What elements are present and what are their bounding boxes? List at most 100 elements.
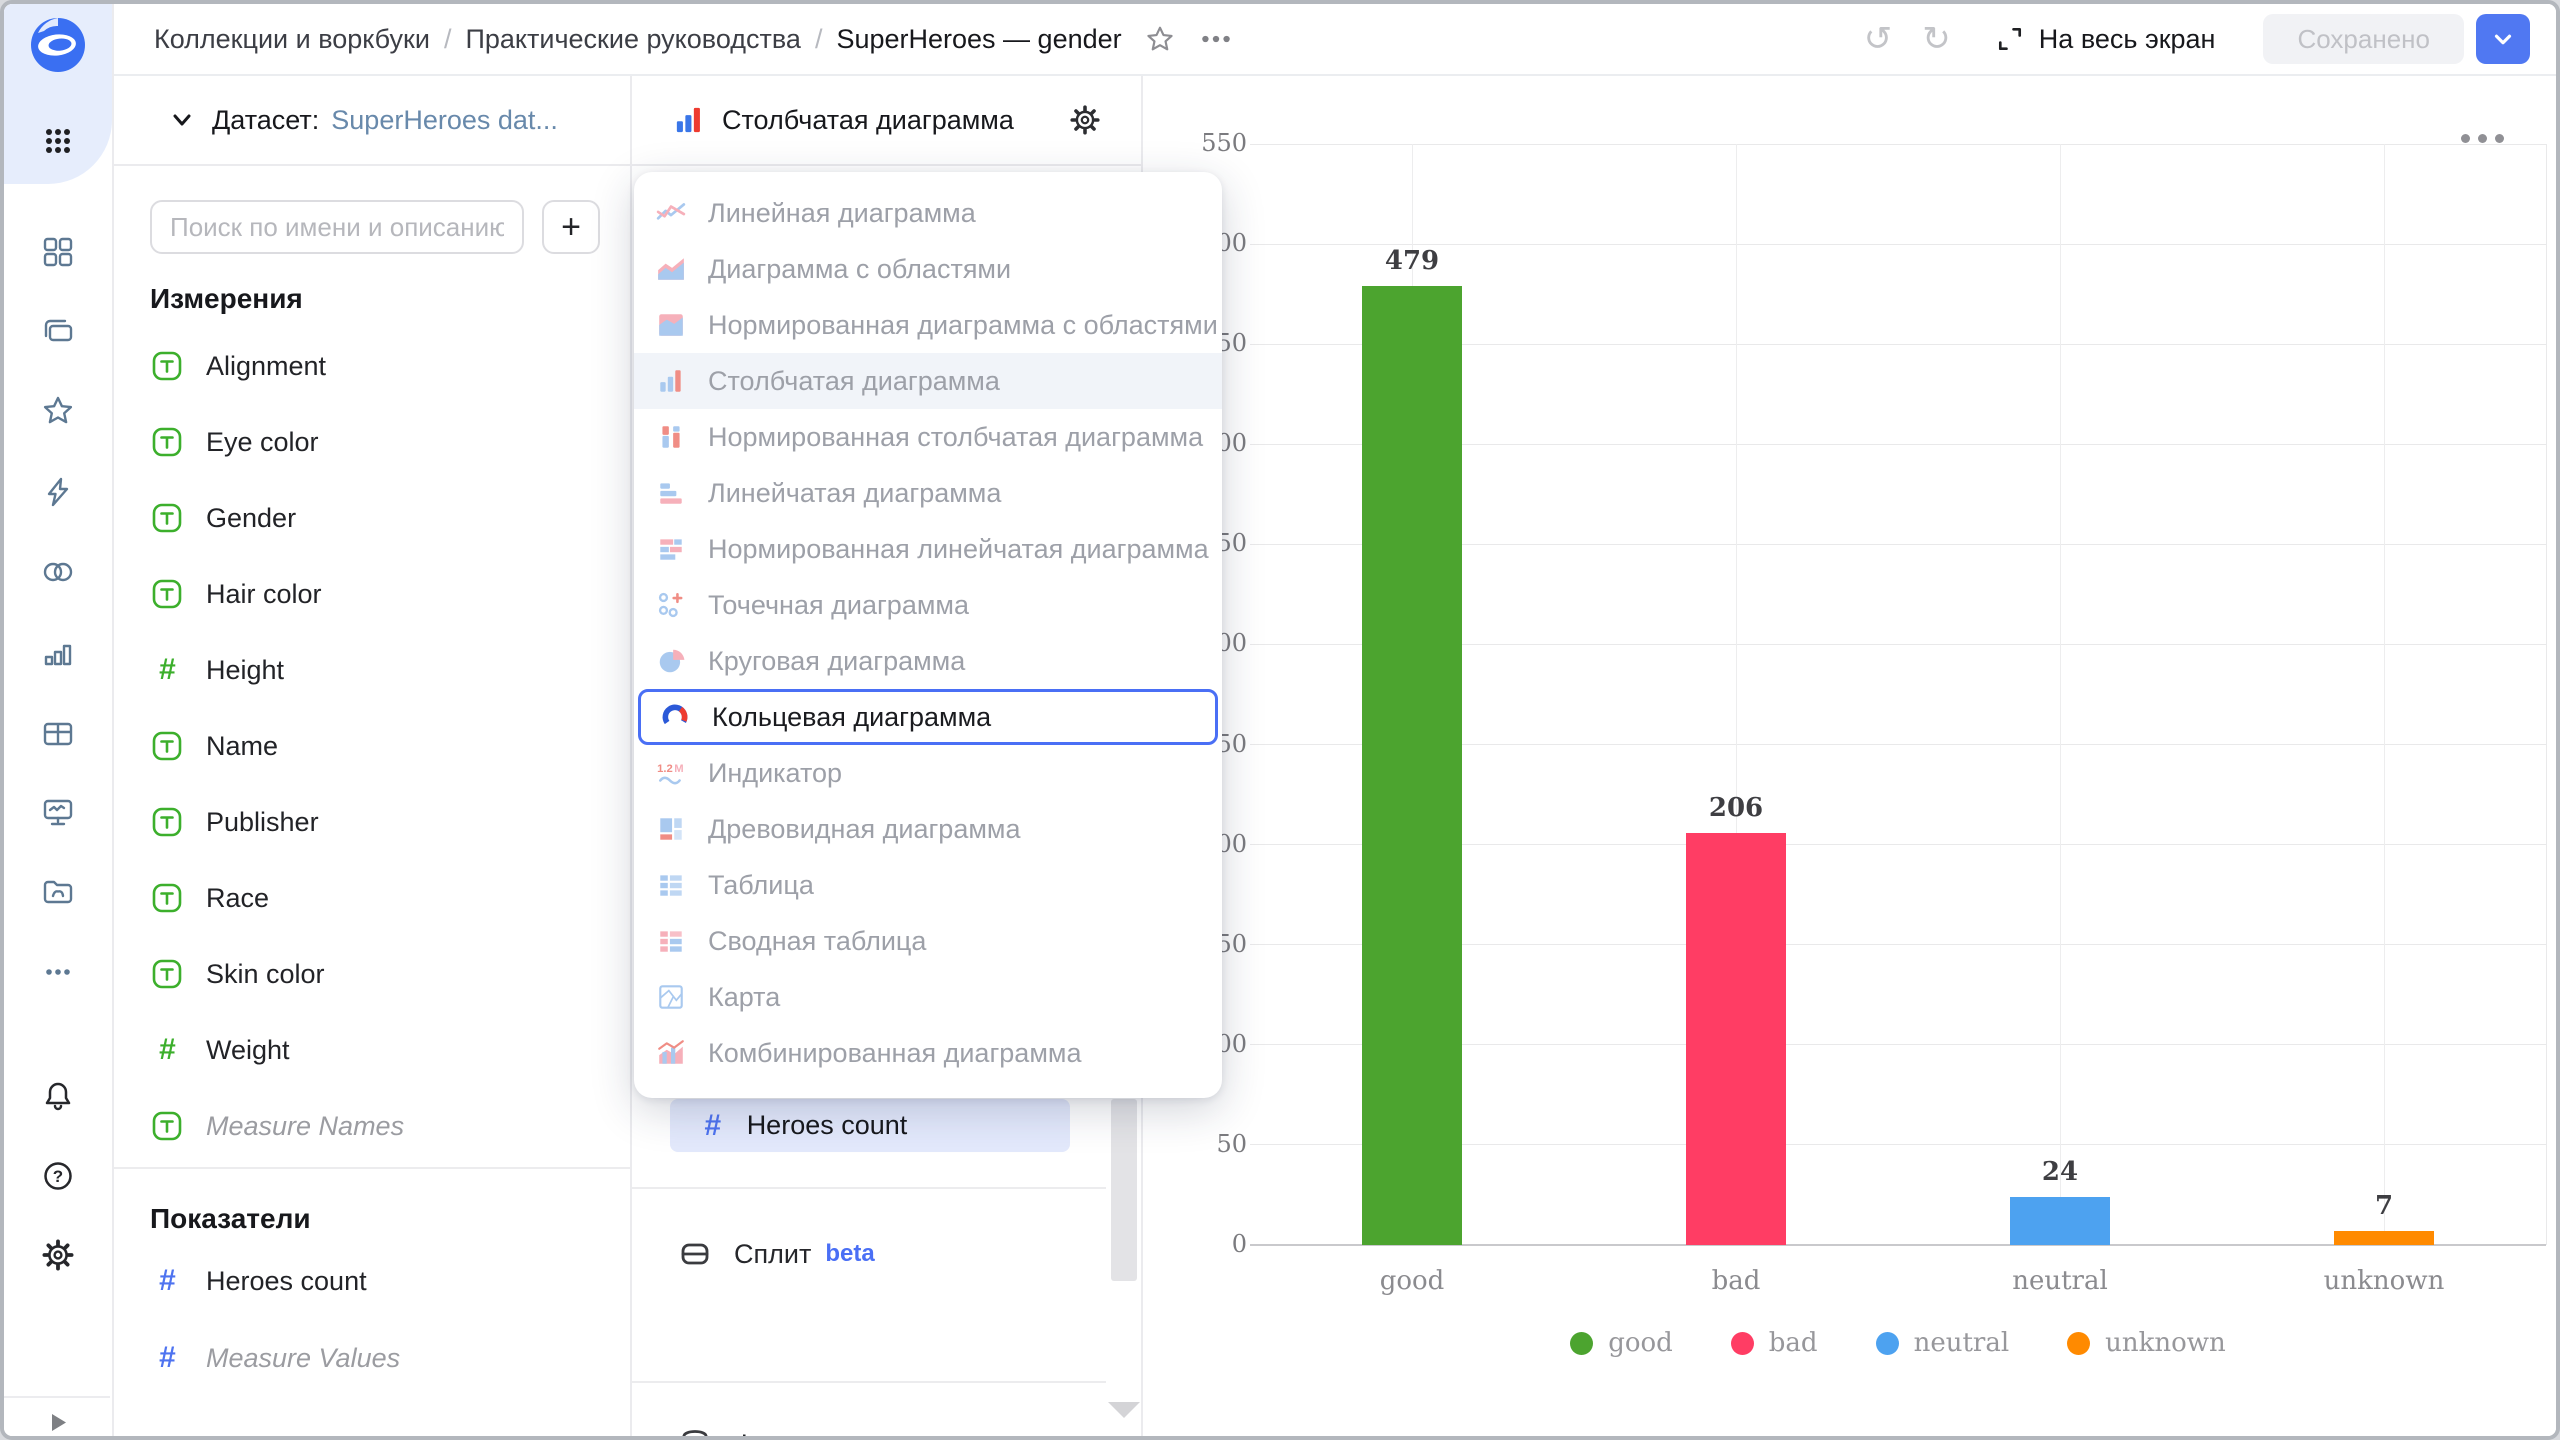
entry-more-icon[interactable]: [1198, 21, 1234, 57]
gridline-y: [1250, 1244, 2546, 1246]
field-height[interactable]: # Height: [150, 648, 284, 692]
menu-item-label: Кольцевая диаграмма: [712, 701, 992, 732]
monitoring-icon[interactable]: [41, 795, 75, 829]
workbooks-icon[interactable]: [41, 314, 75, 348]
legend-item-bad[interactable]: bad: [1730, 1328, 1818, 1358]
menu-item-label: Диаграмма с областями: [708, 253, 1012, 284]
bar-value-label: 24: [2041, 1156, 2079, 1187]
menu-item-column-100-chart[interactable]: Нормированная столбчатая диаграмма: [634, 409, 1222, 465]
gridline-y: [1250, 844, 2546, 846]
menu-item-donut-chart[interactable]: Кольцевая диаграмма: [638, 689, 1218, 745]
apps-grid-icon[interactable]: [41, 124, 75, 158]
relations-icon[interactable]: [41, 555, 75, 589]
fullscreen-label[interactable]: На весь экран: [2038, 23, 2216, 54]
field-hair-color[interactable]: Hair color: [150, 572, 322, 616]
field-heroes-count[interactable]: # Heroes count: [150, 1259, 367, 1303]
menu-item-area-chart[interactable]: Диаграмма с областями: [634, 241, 1222, 297]
gear-icon[interactable]: [41, 1238, 75, 1272]
number-field-icon: #: [158, 1341, 176, 1374]
help-icon[interactable]: ?: [41, 1159, 75, 1193]
scroll-down-arrow[interactable]: [1108, 1402, 1140, 1418]
dashboards-icon[interactable]: [41, 235, 75, 269]
menu-item-map[interactable]: Карта: [634, 969, 1222, 1025]
measure-chip-label: Heroes count: [746, 1110, 908, 1140]
field-name[interactable]: Name: [150, 724, 278, 768]
field-alignment[interactable]: Alignment: [150, 344, 326, 388]
field-weight[interactable]: # Weight: [150, 1028, 290, 1072]
split-section[interactable]: Сплит beta: [678, 1226, 875, 1282]
dataset-name-link[interactable]: SuperHeroes dat...: [331, 104, 558, 135]
save-dropdown-button[interactable]: [2476, 14, 2530, 64]
legend-dot-icon: [1570, 1331, 1594, 1355]
bell-icon[interactable]: [41, 1079, 75, 1113]
menu-item-pie-chart[interactable]: Круговая диаграмма: [634, 633, 1222, 689]
beta-badge: beta: [825, 1240, 875, 1267]
menu-item-combined-chart[interactable]: Комбинированная диаграмма: [634, 1025, 1222, 1081]
legend-item-good[interactable]: good: [1570, 1328, 1673, 1358]
flash-icon[interactable]: [41, 475, 75, 509]
field-label: Height: [206, 654, 285, 685]
menu-item-area-100-chart[interactable]: Нормированная диаграмма с областями: [634, 297, 1222, 353]
expand-icon[interactable]: [41, 1405, 75, 1436]
scrollbar-thumb[interactable]: [1111, 1099, 1137, 1281]
gridline-y: [1250, 744, 2546, 746]
bar-unknown[interactable]: [2334, 1230, 2434, 1245]
menu-item-line-chart[interactable]: Линейная диаграмма: [634, 185, 1222, 241]
field-label: Race: [206, 882, 270, 913]
menu-item-label: Сводная таблица: [708, 925, 927, 956]
menu-item-bar-chart[interactable]: Линейчатая диаграмма: [634, 465, 1222, 521]
chart-type-header[interactable]: Столбчатая диаграмма: [632, 76, 1141, 166]
menu-item-indicator[interactable]: 1.2 M Индикатор: [634, 745, 1222, 801]
bar-neutral[interactable]: [2010, 1196, 2110, 1245]
menu-item-pivot-table[interactable]: Сводная таблица: [634, 913, 1222, 969]
field-label: Heroes count: [206, 1265, 367, 1296]
line-chart-icon: [654, 198, 688, 228]
undo-icon[interactable]: ↺: [1863, 20, 1893, 58]
legend-label: good: [1608, 1328, 1673, 1358]
chart-settings-gear-icon[interactable]: [1069, 104, 1101, 136]
menu-item-treemap-chart[interactable]: Древовидная диаграмма: [634, 801, 1222, 857]
saved-button[interactable]: Сохранено: [2263, 14, 2464, 64]
field-publisher[interactable]: Publisher: [150, 800, 319, 844]
breadcrumb-guides[interactable]: Практические руководства: [465, 23, 801, 54]
legend-item-unknown[interactable]: unknown: [2067, 1328, 2226, 1358]
menu-item-column-chart[interactable]: Столбчатая диаграмма: [634, 353, 1222, 409]
field-measure-names[interactable]: Measure Names: [150, 1104, 404, 1148]
menu-item-label: Линейная диаграмма: [708, 197, 976, 228]
pie-chart-icon: [654, 646, 688, 676]
bar-good[interactable]: [1362, 286, 1462, 1245]
menu-item-table[interactable]: Таблица: [634, 857, 1222, 913]
chart-more-icon[interactable]: [2461, 134, 2504, 143]
field-label: Weight: [206, 1034, 290, 1065]
favorite-star-icon[interactable]: [1144, 23, 1176, 55]
legend-label: bad: [1768, 1328, 1818, 1358]
field-label: Alignment: [206, 350, 327, 381]
breadcrumb-collections[interactable]: Коллекции и воркбуки: [154, 23, 430, 54]
filters-section[interactable]: Фильтры: [678, 1416, 844, 1436]
menu-item-bar-100-chart[interactable]: Нормированная линейчатая диаграмма: [634, 521, 1222, 577]
field-eye-color[interactable]: Eye color: [150, 420, 319, 464]
menu-item-label: Древовидная диаграмма: [708, 813, 1021, 844]
column-chart-icon: [672, 103, 706, 137]
legend-item-neutral[interactable]: neutral: [1875, 1328, 2009, 1358]
fullscreen-icon[interactable]: [1995, 24, 2025, 54]
field-race[interactable]: Race: [150, 876, 269, 920]
storage-icon[interactable]: [41, 875, 75, 909]
redo-icon[interactable]: ↻: [1922, 20, 1951, 58]
search-input[interactable]: [150, 200, 524, 254]
field-gender[interactable]: Gender: [150, 496, 296, 540]
gridline-y: [1250, 1044, 2546, 1046]
tables-icon[interactable]: [41, 717, 75, 751]
datalens-logo[interactable]: [30, 17, 86, 73]
field-measure-values[interactable]: # Measure Values: [150, 1336, 400, 1380]
menu-item-scatter-chart[interactable]: Точечная диаграмма: [634, 577, 1222, 633]
field-skin-color[interactable]: Skin color: [150, 952, 325, 996]
measure-chip-heroes-count[interactable]: # Heroes count: [670, 1099, 1070, 1152]
favorites-icon[interactable]: [41, 394, 75, 428]
bar-bad[interactable]: [1686, 832, 1786, 1245]
chevron-down-icon[interactable]: [168, 106, 196, 134]
pivot-table-icon: [654, 926, 688, 956]
charts-icon[interactable]: [41, 635, 75, 669]
add-field-button[interactable]: +: [542, 200, 600, 254]
more-icon[interactable]: [41, 955, 75, 989]
